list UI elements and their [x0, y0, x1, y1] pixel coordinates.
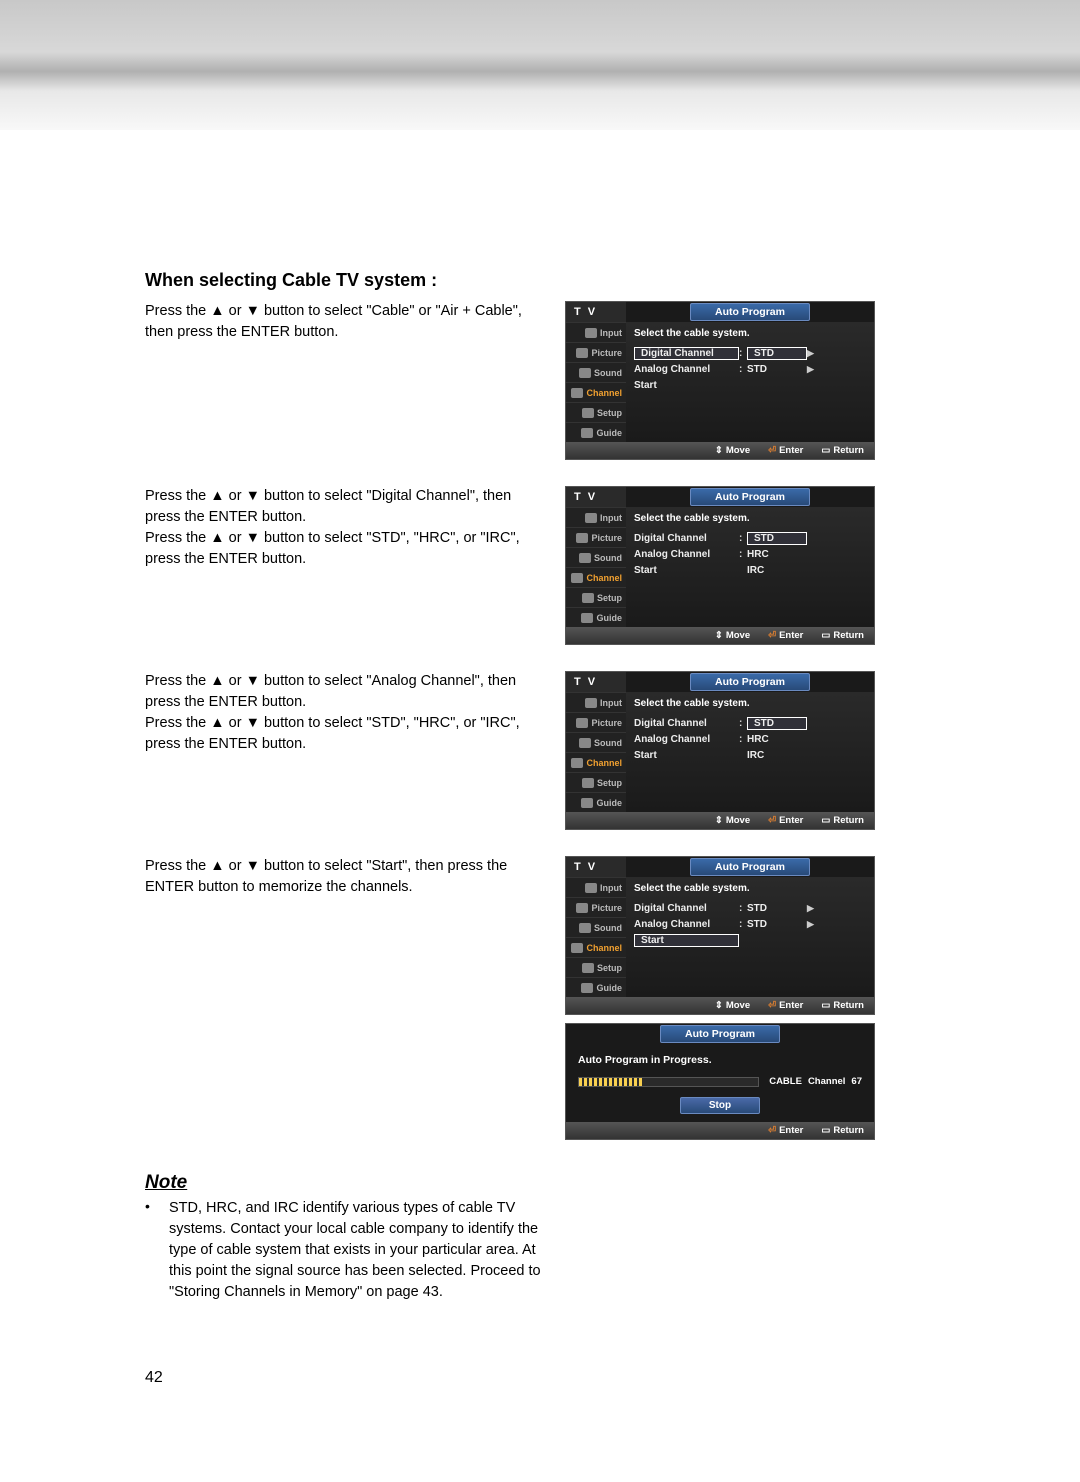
- menu-row-analog[interactable]: Analog Channel:HRC: [634, 731, 866, 747]
- sidebar-item-channel[interactable]: Channel: [566, 937, 626, 957]
- instruction-text: Press the ▲ or ▼ button to select "Start…: [145, 856, 565, 898]
- note-text: STD, HRC, and IRC identify various types…: [169, 1198, 559, 1303]
- bullet-icon: •: [145, 1198, 169, 1303]
- sidebar-item-channel[interactable]: Channel: [566, 382, 626, 402]
- menu-row-digital[interactable]: Digital Channel:STD: [634, 715, 866, 731]
- sidebar-item-input[interactable]: Input: [566, 507, 626, 527]
- page-number: 42: [145, 1369, 163, 1387]
- input-icon: [585, 328, 597, 338]
- picture-icon: [576, 348, 588, 358]
- sidebar-item-picture[interactable]: Picture: [566, 897, 626, 917]
- section-heading: When selecting Cable TV system :: [145, 270, 935, 291]
- top-header-bar: [0, 0, 1080, 130]
- osd-prompt: Select the cable system.: [634, 328, 866, 339]
- sidebar-item-picture[interactable]: Picture: [566, 527, 626, 547]
- footer-return: Return: [821, 1125, 864, 1136]
- osd-screenshot-2: T V Auto Program Input Picture Sound Cha…: [565, 486, 875, 645]
- step-row: Press the ▲ or ▼ button to select "Digit…: [145, 486, 935, 653]
- sidebar-item-setup[interactable]: Setup: [566, 402, 626, 422]
- sidebar-item-guide[interactable]: Guide: [566, 792, 626, 812]
- sidebar-item-guide[interactable]: Guide: [566, 422, 626, 442]
- osd-sidebar: Input Picture Sound Channel Setup Guide: [566, 322, 626, 442]
- sidebar-item-input[interactable]: Input: [566, 322, 626, 342]
- sound-icon: [579, 368, 591, 378]
- progress-text: Auto Program in Progress.: [578, 1054, 862, 1066]
- sidebar-item-sound[interactable]: Sound: [566, 547, 626, 567]
- osd-title: Auto Program: [690, 303, 810, 321]
- osd-progress: Auto Program Auto Program in Progress. C…: [565, 1023, 875, 1140]
- menu-row-analog[interactable]: Analog Channel:HRC: [634, 546, 866, 562]
- footer-enter: Enter: [768, 445, 803, 456]
- footer-enter: Enter: [768, 1125, 803, 1136]
- guide-icon: [581, 428, 593, 438]
- sidebar-item-sound[interactable]: Sound: [566, 917, 626, 937]
- menu-row-digital[interactable]: Digital Channel:STD▶: [634, 345, 866, 361]
- step-row: Press the ▲ or ▼ button to select "Start…: [145, 856, 935, 1148]
- instruction-text: Press the ▲ or ▼ button to select "Digit…: [145, 486, 565, 570]
- footer-return: Return: [821, 445, 864, 456]
- note-bullet: • STD, HRC, and IRC identify various typ…: [145, 1198, 565, 1303]
- progress-cable: CABLE: [769, 1076, 802, 1087]
- arrow-right-icon: ▶: [807, 364, 814, 375]
- step-row: Press the ▲ or ▼ button to select "Analo…: [145, 671, 935, 838]
- menu-row-start[interactable]: Start: [634, 377, 866, 393]
- sidebar-item-setup[interactable]: Setup: [566, 587, 626, 607]
- menu-row-digital[interactable]: Digital Channel:STD▶: [634, 900, 866, 916]
- page-content: When selecting Cable TV system : Press t…: [145, 270, 935, 1303]
- footer-move: Move: [715, 445, 750, 456]
- menu-row-start[interactable]: Start: [634, 932, 866, 948]
- sidebar-item-channel[interactable]: Channel: [566, 752, 626, 772]
- osd-tv-label: T V: [566, 302, 626, 322]
- sidebar-item-sound[interactable]: Sound: [566, 732, 626, 752]
- progress-channel-num: 67: [851, 1076, 862, 1087]
- progress-fill: [579, 1078, 642, 1086]
- sidebar-item-input[interactable]: Input: [566, 877, 626, 897]
- sidebar-item-input[interactable]: Input: [566, 692, 626, 712]
- sidebar-item-sound[interactable]: Sound: [566, 362, 626, 382]
- setup-icon: [582, 408, 594, 418]
- note-heading: Note: [145, 1172, 565, 1194]
- menu-row-digital[interactable]: Digital Channel:STD: [634, 530, 866, 546]
- progress-channel-label: Channel: [808, 1076, 845, 1087]
- step-row: Press the ▲ or ▼ button to select "Cable…: [145, 301, 935, 468]
- osd-footer: Move Enter Return: [566, 442, 874, 459]
- instruction-text: Press the ▲ or ▼ button to select "Cable…: [145, 301, 565, 343]
- arrow-right-icon: ▶: [807, 348, 814, 359]
- sidebar-item-picture[interactable]: Picture: [566, 342, 626, 362]
- menu-row-start[interactable]: StartIRC: [634, 562, 866, 578]
- sidebar-item-picture[interactable]: Picture: [566, 712, 626, 732]
- stop-button[interactable]: Stop: [680, 1097, 760, 1114]
- sidebar-item-channel[interactable]: Channel: [566, 567, 626, 587]
- sidebar-item-setup[interactable]: Setup: [566, 772, 626, 792]
- channel-icon: [571, 388, 583, 398]
- sidebar-item-guide[interactable]: Guide: [566, 977, 626, 997]
- menu-row-analog[interactable]: Analog Channel:STD▶: [634, 916, 866, 932]
- menu-row-analog[interactable]: Analog Channel:STD▶: [634, 361, 866, 377]
- osd-screenshot-4: T V Auto Program Input Picture Sound Cha…: [565, 856, 875, 1015]
- osd-screenshot-3: T V Auto Program Input Picture Sound Cha…: [565, 671, 875, 830]
- menu-row-start[interactable]: StartIRC: [634, 747, 866, 763]
- osd-screenshot-1: T V Auto Program Input Picture Sound Cha…: [565, 301, 875, 460]
- progress-bar: [578, 1077, 759, 1087]
- sidebar-item-setup[interactable]: Setup: [566, 957, 626, 977]
- sidebar-item-guide[interactable]: Guide: [566, 607, 626, 627]
- instruction-text: Press the ▲ or ▼ button to select "Analo…: [145, 671, 565, 755]
